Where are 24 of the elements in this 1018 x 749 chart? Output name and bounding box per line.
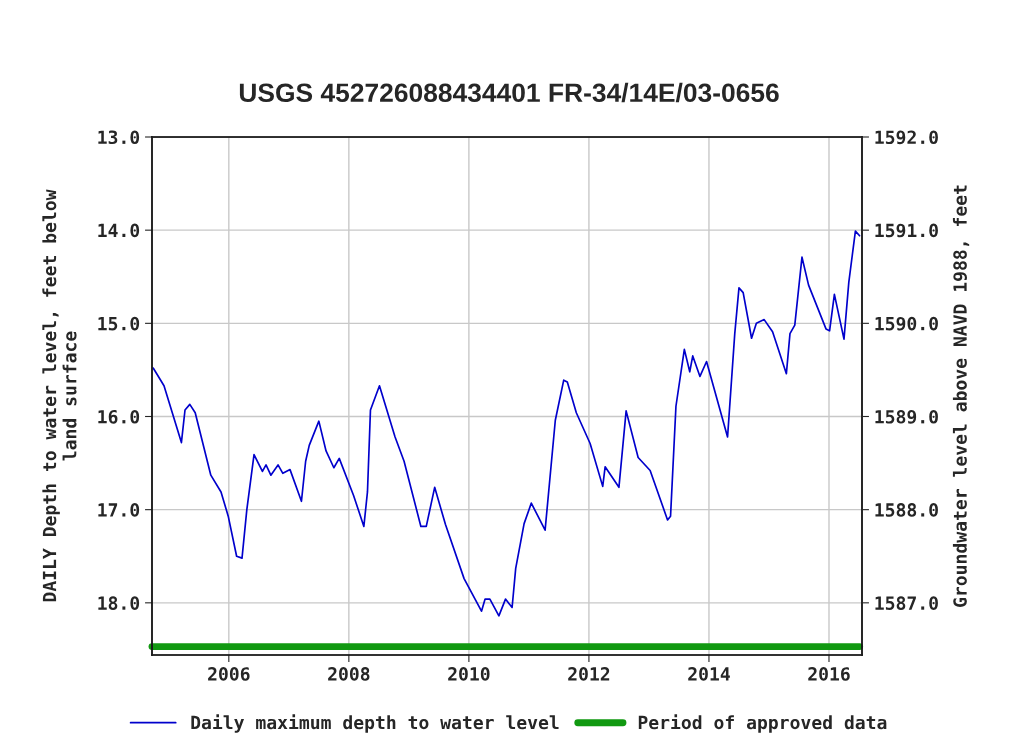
chart-title: USGS 452726088434401 FR-34/14E/03-0656 (239, 82, 779, 103)
y2-tick-label: 1590.0 (875, 316, 938, 331)
y-tick-label: 18.0 (98, 596, 140, 610)
line-series (152, 230, 861, 617)
y-tick-label: 15.0 (98, 316, 140, 331)
y2-tick-label: 1588.0 (875, 503, 938, 517)
legend-label: Daily maximum depth to water level (191, 714, 559, 733)
y-tick-label: 13.0 (98, 130, 140, 145)
y-axis-title: DAILY Depth to water level, feet below land surface (42, 189, 77, 602)
y-tick-label: 17.0 (98, 503, 140, 517)
x-tick-label: 2008 (328, 667, 370, 681)
x-tick-label: 2016 (808, 667, 850, 681)
x-tick-label: 2014 (688, 667, 730, 681)
legend-label: Period of approved data (638, 714, 887, 733)
x-tick-label: 2010 (448, 667, 490, 681)
y2-tick-label: 1587.0 (875, 596, 938, 610)
y2-tick-label: 1589.0 (875, 409, 938, 424)
y2-tick-label: 1592.0 (875, 130, 938, 145)
x-tick-label: 2012 (568, 667, 610, 681)
y-tick-label: 16.0 (98, 409, 140, 424)
y-tick-label: 14.0 (98, 223, 140, 238)
y2-axis-title: Groundwater level above NAVD 1988, feet (952, 185, 970, 607)
y2-tick-label: 1591.0 (875, 223, 938, 238)
x-tick-label: 2006 (208, 667, 250, 681)
